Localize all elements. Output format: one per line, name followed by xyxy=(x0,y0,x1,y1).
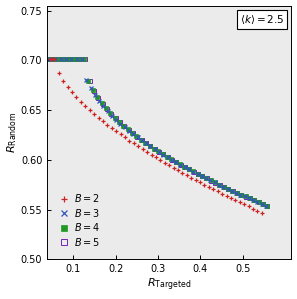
Y-axis label: $R_{\mathrm{Random}}$: $R_{\mathrm{Random}}$ xyxy=(6,112,19,153)
X-axis label: $R_{\mathrm{Targeted}}$: $R_{\mathrm{Targeted}}$ xyxy=(147,277,192,293)
Text: $\langle k \rangle = 2.5$: $\langle k \rangle = 2.5$ xyxy=(240,13,284,26)
Legend: $B = 2$, $B = 3$, $B = 4$, $B = 5$: $B = 2$, $B = 3$, $B = 4$, $B = 5$ xyxy=(57,190,102,249)
